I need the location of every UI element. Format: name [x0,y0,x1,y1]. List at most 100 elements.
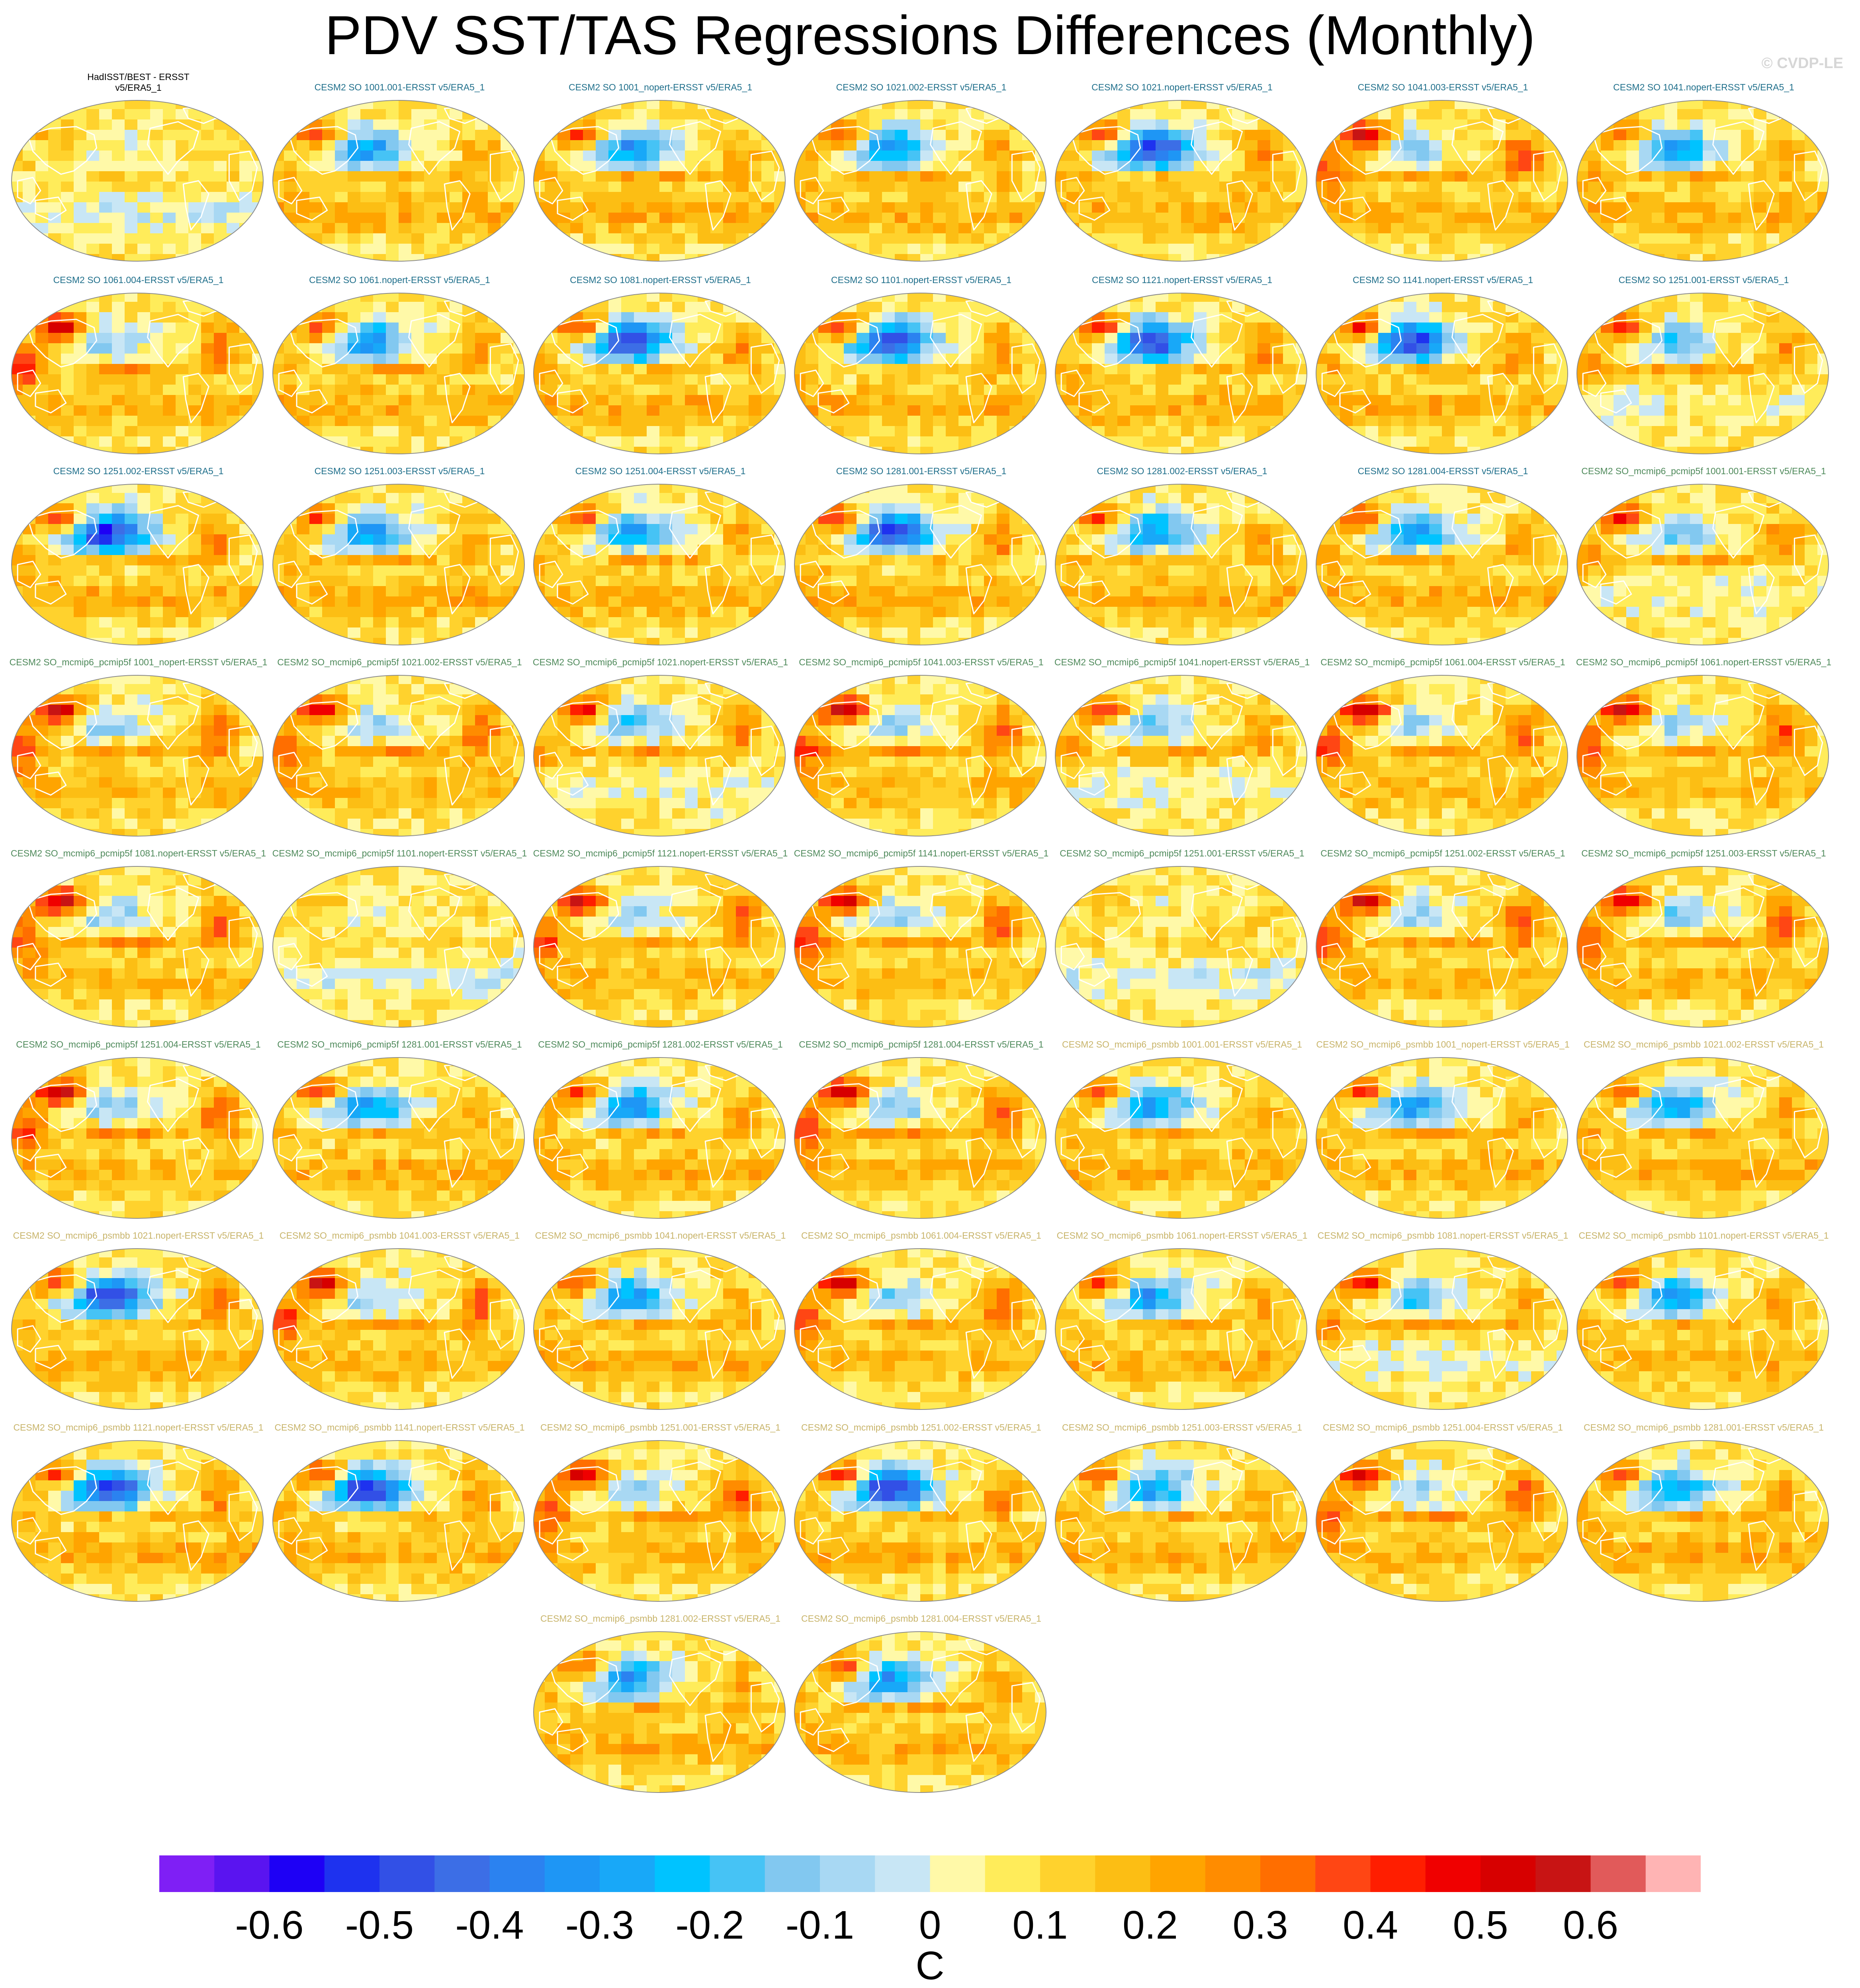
panel-title: CESM2 SO_mcmip6_psmbb 1101.nopert-ERSST … [1557,1230,1850,1241]
map-panel: CESM2 SO 1281.002-ERSST v5/ERA5_1 [1052,466,1312,653]
panel-title: CESM2 SO 1061.nopert-ERSST v5/ERA5_1 [253,275,546,285]
colorbar-swatch [985,1855,1041,1892]
panel-title: CESM2 SO_mcmip6_pcmip5f 1251.003-ERSST v… [1557,848,1850,859]
global-map [532,1056,787,1220]
panel-title: CESM2 SO_mcmip6_pcmip5f 1141.nopert-ERSS… [775,848,1068,859]
colorbar-tick-label: -0.5 [345,1903,414,1947]
map-panel: CESM2 SO_mcmip6_psmbb 1041.003-ERSST v5/… [269,1230,530,1417]
global-map [793,1439,1048,1603]
colorbar-swatch [214,1855,270,1892]
colorbar-swatch [434,1855,490,1892]
colorbar-swatch [1260,1855,1316,1892]
map-panel: CESM2 SO_mcmip6_pcmip5f 1101.nopert-ERSS… [269,848,530,1035]
colorbar-swatch [820,1855,875,1892]
global-map [1314,291,1569,455]
global-map [1054,291,1308,455]
global-map [793,291,1048,455]
panel-title: CESM2 SO_mcmip6_psmbb 1251.004-ERSST v5/… [1297,1422,1589,1433]
panel-title: CESM2 SO_mcmip6_pcmip5f 1121.nopert-ERSS… [514,848,807,859]
global-map [271,483,526,647]
global-map [271,865,526,1029]
map-panel: CESM2 SO_mcmip6_psmbb 1281.004-ERSST v5/… [791,1613,1052,1800]
global-map [10,674,265,838]
map-panel: CESM2 SO 1251.003-ERSST v5/ERA5_1 [269,466,530,653]
panel-title: CESM2 SO_mcmip6_psmbb 1081.nopert-ERSST … [1297,1230,1589,1241]
map-panel: HadISST/BEST - ERSST v5/ERA5_1 [8,82,269,269]
map-panel: CESM2 SO 1251.002-ERSST v5/ERA5_1 [8,466,269,653]
colorbar-tick-label: -0.2 [675,1903,744,1947]
global-map [1314,865,1569,1029]
colorbar-swatch [600,1855,655,1892]
map-panel: CESM2 SO_mcmip6_psmbb 1021.002-ERSST v5/… [1573,1039,1834,1226]
panel-title: CESM2 SO_mcmip6_pcmip5f 1021.002-ERSST v… [253,657,546,668]
map-panel: CESM2 SO 1251.001-ERSST v5/ERA5_1 [1573,275,1834,462]
panel-title: CESM2 SO 1081.nopert-ERSST v5/ERA5_1 [514,275,807,285]
panel-title: CESM2 SO_mcmip6_pcmip5f 1041.nopert-ERSS… [1036,657,1328,668]
global-map [271,1439,526,1603]
colorbar-tick-label: -0.3 [565,1903,634,1947]
colorbar-swatch [1371,1855,1426,1892]
map-panel: CESM2 SO_mcmip6_pcmip5f 1251.001-ERSST v… [1052,848,1312,1035]
colorbar-tick-label: 0.2 [1123,1903,1178,1947]
map-panel: CESM2 SO 1121.nopert-ERSST v5/ERA5_1 [1052,275,1312,462]
map-panel: CESM2 SO_mcmip6_pcmip5f 1281.002-ERSST v… [530,1039,791,1226]
panel-title: CESM2 SO 1251.001-ERSST v5/ERA5_1 [1557,275,1850,285]
map-panel: CESM2 SO_mcmip6_pcmip5f 1061.nopert-ERSS… [1573,657,1834,844]
colorbar-swatch [1426,1855,1481,1892]
colorbar-swatch [1205,1855,1261,1892]
panel-title: CESM2 SO_mcmip6_pcmip5f 1251.002-ERSST v… [1297,848,1589,859]
map-panel: CESM2 SO_mcmip6_pcmip5f 1001_nopert-ERSS… [8,657,269,844]
map-panel: CESM2 SO 1041.nopert-ERSST v5/ERA5_1 [1573,82,1834,269]
map-panel: CESM2 SO 1101.nopert-ERSST v5/ERA5_1 [791,275,1052,462]
global-map [271,1056,526,1220]
global-map [271,1247,526,1411]
global-map [1314,1247,1569,1411]
panel-title: HadISST/BEST - ERSST v5/ERA5_1 [80,72,197,93]
global-map [10,483,265,647]
global-map [532,674,787,838]
map-panel: CESM2 SO_mcmip6_psmbb 1041.nopert-ERSST … [530,1230,791,1417]
global-map [1314,1056,1569,1220]
panel-title: CESM2 SO_mcmip6_pcmip5f 1001_nopert-ERSS… [0,657,285,668]
global-map [1054,99,1308,263]
global-map [532,483,787,647]
colorbar-swatch [1315,1855,1371,1892]
map-panel: CESM2 SO_mcmip6_psmbb 1021.nopert-ERSST … [8,1230,269,1417]
map-panel: CESM2 SO_mcmip6_pcmip5f 1061.004-ERSST v… [1312,657,1573,844]
global-map [1575,483,1830,647]
global-map [1575,674,1830,838]
panel-title: CESM2 SO 1001_nopert-ERSST v5/ERA5_1 [514,82,807,93]
map-panel: CESM2 SO_mcmip6_pcmip5f 1251.004-ERSST v… [8,1039,269,1226]
global-map [1314,674,1569,838]
panel-title: CESM2 SO 1021.nopert-ERSST v5/ERA5_1 [1036,82,1328,93]
panel-title: CESM2 SO 1251.003-ERSST v5/ERA5_1 [253,466,546,477]
map-panel: CESM2 SO_mcmip6_psmbb 1281.002-ERSST v5/… [530,1613,791,1800]
panel-title: CESM2 SO_mcmip6_psmbb 1041.nopert-ERSST … [514,1230,807,1241]
map-panel: CESM2 SO 1251.004-ERSST v5/ERA5_1 [530,466,791,653]
panel-title: CESM2 SO_mcmip6_pcmip5f 1021.nopert-ERSS… [514,657,807,668]
map-panel: CESM2 SO_mcmip6_psmbb 1061.004-ERSST v5/… [791,1230,1052,1417]
panel-title: CESM2 SO_mcmip6_pcmip5f 1101.nopert-ERSS… [253,848,546,859]
map-panel: CESM2 SO_mcmip6_psmbb 1251.003-ERSST v5/… [1052,1422,1312,1609]
panel-title: CESM2 SO 1281.002-ERSST v5/ERA5_1 [1036,466,1328,477]
panel-title: CESM2 SO_mcmip6_pcmip5f 1061.nopert-ERSS… [1557,657,1850,668]
global-map [10,291,265,455]
map-panel: CESM2 SO 1281.001-ERSST v5/ERA5_1 [791,466,1052,653]
global-map [1575,865,1830,1029]
global-map [271,674,526,838]
panel-title: CESM2 SO 1121.nopert-ERSST v5/ERA5_1 [1036,275,1328,285]
global-map [10,1247,265,1411]
colorbar-swatch [875,1855,930,1892]
map-panel: CESM2 SO_mcmip6_psmbb 1101.nopert-ERSST … [1573,1230,1834,1417]
global-map [1575,1247,1830,1411]
panel-title: CESM2 SO 1101.nopert-ERSST v5/ERA5_1 [775,275,1068,285]
colorbar-swatch [1646,1855,1701,1892]
map-panel: CESM2 SO_mcmip6_pcmip5f 1081.nopert-ERSS… [8,848,269,1035]
colorbar-swatch [270,1855,325,1892]
colorbar-swatch [1481,1855,1536,1892]
global-map [1575,99,1830,263]
panel-title: CESM2 SO_mcmip6_psmbb 1041.003-ERSST v5/… [253,1230,546,1241]
map-panel: CESM2 SO_mcmip6_pcmip5f 1251.003-ERSST v… [1573,848,1834,1035]
panel-title: CESM2 SO_mcmip6_pcmip5f 1001.001-ERSST v… [1557,466,1850,477]
global-map [532,1630,787,1794]
